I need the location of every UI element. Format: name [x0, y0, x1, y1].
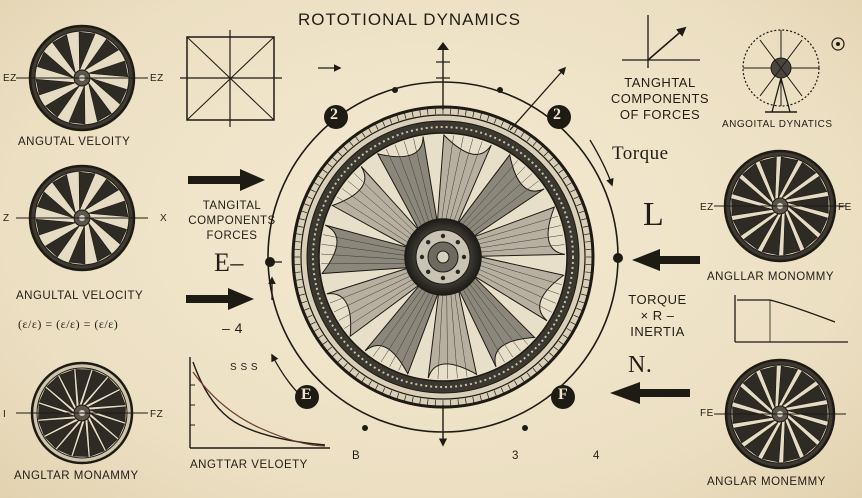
- label-angoital-dynatics: ANGOITAL DYNATICS: [722, 119, 833, 130]
- w5-left-label: EZ: [700, 202, 714, 213]
- central-wheel: [267, 81, 619, 433]
- label-b-bottom: B: [352, 450, 361, 462]
- w3-right-label: FZ: [150, 409, 164, 420]
- w6-left-label: FE: [700, 408, 714, 419]
- central-blades: [321, 133, 566, 379]
- w2-right-label: X: [160, 213, 168, 224]
- node-badge-bl: [295, 385, 319, 409]
- node-badge-br: [551, 385, 575, 409]
- vector-diagram: [622, 15, 700, 68]
- label-minus-4: – 4: [222, 320, 243, 336]
- page-title: ROTOTIONAL DYNAMICS: [298, 10, 522, 29]
- label-sss: S S S: [230, 362, 259, 373]
- w2-left-label: Z: [3, 213, 10, 224]
- fan-top-right: [742, 29, 820, 113]
- grid-diagram: [180, 30, 282, 127]
- node-label-tr: 2: [553, 106, 562, 123]
- label-anglar-monemmy-br: ANGLAR MONEMMY: [707, 476, 826, 488]
- label-angtiar-veloety: ANGTTAR VELOETY: [190, 459, 308, 471]
- label-torque-inertia: TORQUE × R – INERTIA: [628, 292, 687, 339]
- w5-right-label: FE: [838, 202, 852, 213]
- compass-icon: [831, 37, 845, 51]
- w1-right-label: EZ: [150, 73, 164, 84]
- label-angular-velocity-mid: ANGULTAL VELOCITY: [16, 290, 144, 302]
- label-3-bottom: 3: [512, 450, 519, 462]
- label-angular-velocity-top: ANGUTAL VELOITY: [18, 136, 131, 148]
- arrow-right-bottom: [610, 382, 690, 404]
- arrow-right-mid: [632, 249, 700, 271]
- label-angllar-monommy: ANGLLAR MONOMMY: [707, 271, 834, 283]
- symbol-E: E–: [214, 248, 244, 277]
- label-4-bottom: 4: [593, 450, 600, 462]
- label-tanghtal-components-right: TANGHTAL COMPONENTS OF FORCES: [610, 75, 710, 122]
- node-badge-tl: [324, 105, 348, 129]
- symbol-L: L: [643, 196, 665, 233]
- decay-chart: [189, 357, 330, 449]
- label-anglar-monammy-bl: ANGLTAR MONAMMY: [14, 470, 139, 482]
- node-label-tl: 2: [330, 106, 339, 123]
- arrow-left-top: [188, 169, 265, 191]
- node-label-bl: E: [301, 386, 313, 403]
- decline-chart: [734, 295, 848, 343]
- wheel-bottom-right: [724, 358, 836, 470]
- symbol-N: N.: [628, 352, 653, 378]
- node-label-br: F: [558, 386, 569, 403]
- w3-left-label: I: [3, 409, 7, 420]
- w1-left-label: EZ: [3, 73, 17, 84]
- arrow-left-mid: [186, 288, 254, 310]
- label-tangital-components-left: TANGITAL COMPONENTS FORCES: [188, 200, 276, 242]
- equation-text: (ε/ε) = (ε/ε) = (ε/ε): [18, 317, 119, 331]
- label-torque: Torque: [612, 143, 669, 164]
- node-badge-tr: [547, 105, 571, 129]
